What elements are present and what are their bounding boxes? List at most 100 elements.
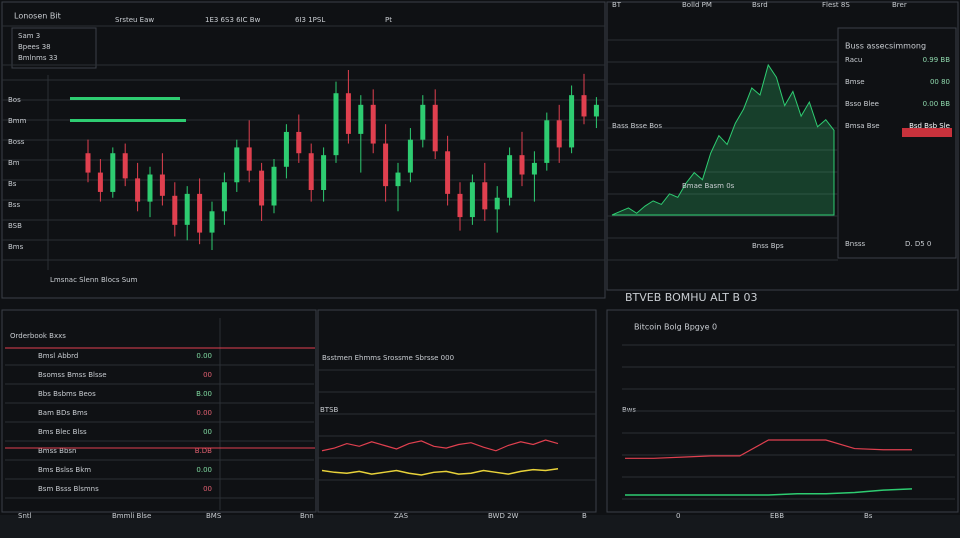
candle-body [507,155,513,198]
candle-body [358,104,364,134]
candle-body [110,153,116,192]
candle-body [457,193,463,218]
axis-label: BSB [8,222,22,230]
candle-body [469,182,475,218]
axis-label: Bmm [8,117,27,125]
order-title: Orderbook Bxxs [10,332,66,340]
depth-label: Bnss Bps [752,242,784,250]
candle-body [122,153,128,179]
side-title: Buss assecsimmong [845,42,926,51]
price-line [321,439,559,452]
candle-body [556,120,562,148]
order-panel [1,309,317,513]
level-bar [70,119,186,122]
tab: BT [612,1,622,9]
depth-label: Bass Bsse Bos [612,122,662,130]
candle-body [184,193,190,225]
order-value: B.00 [196,390,212,398]
axis-label: Bs [8,180,17,188]
price-label: BTSB [320,406,339,414]
candle-body [420,104,426,140]
tab[interactable]: 6I3 1PSL [295,16,325,24]
candle-body [85,153,91,173]
order-value: 00 [203,428,212,436]
status-item: BWD 2W [488,512,519,520]
candle-body [172,195,178,225]
order-name: Bms Blec Blss [38,428,87,436]
tab: Brer [892,1,907,9]
info-row: Bpees 38 [18,43,51,51]
candle-body [395,172,401,187]
status-item: BMS [206,512,222,520]
tab: Flest 8S [822,1,850,9]
sell-button[interactable] [902,128,952,137]
tab: Bolld PM [682,1,712,9]
candle-body [519,155,525,175]
candle-body [271,166,277,206]
order-name: Bsomss Bmss Blsse [38,371,107,379]
candle-body [159,174,165,196]
tab[interactable]: Srsteu Eaw [115,16,154,24]
axis-label: Bos [8,96,21,104]
order-name: Bms Bslss Bkm [38,466,91,474]
candle-body [333,93,339,156]
order-name: Bam BDs Bms [38,409,88,417]
candle-body [581,95,587,117]
candle-body [283,131,289,167]
candle-body [147,174,153,202]
side-value: 00 80 [930,78,950,86]
tab[interactable]: 1E3 6S3 6IC Bw [205,16,261,24]
side-footer: Bnsss [845,240,866,248]
depth-caption: BTVEB BOMHU ALT B 03 [625,291,758,304]
tab: Bsrd [752,1,768,9]
depth-label: Bmae Basm 0s [682,182,735,190]
order-name: Bsm Bsss Blsmns [38,485,99,493]
tab[interactable]: Pt [385,16,392,24]
main-footer: Lmsnac Slenn Blocs Sum [50,276,138,284]
main-panel [1,1,606,299]
candle-body [482,182,488,210]
status-item: Bmmli Blse [112,512,151,520]
order-value: 0.00 [196,409,212,417]
candle-body [321,155,327,190]
candle-body [221,182,227,212]
candle-body [370,104,376,144]
side-label: Racu [845,56,862,64]
candle-body [209,211,215,233]
side-panel [837,27,957,259]
order-value: B.DB [195,447,212,455]
info-row: Sam 3 [18,32,40,40]
status-item: Bs [864,512,873,520]
depth-area [611,63,835,216]
axis-label: Bms [8,243,24,251]
status-item: 0 [676,512,680,520]
side-label: Bmsa Bse [845,122,880,130]
side-value: 0.00 BB [923,100,951,108]
price-line [321,467,559,476]
side-label: Bsso Blee [845,100,879,108]
status-item: EBB [770,512,784,520]
status-item: Sntl [18,512,32,520]
candle-body [308,153,314,190]
order-name: Bmss Bbsn [38,447,76,455]
side-footer: D. D5 0 [905,240,931,248]
axis-label: Bss [8,201,20,209]
axis-label: Boss [8,138,25,146]
candle-body [383,143,389,187]
axis-label: Bm [8,159,20,167]
status-item: ZAS [394,512,409,520]
price-title: Bsstmen Ehmms Srossme Sbrsse 000 [322,354,454,362]
info-box [11,27,97,69]
candle-body [345,93,351,134]
status-item: Bnn [300,512,314,520]
candle-body [135,178,141,202]
candle-body [259,170,265,206]
side-value: Bsd Bsb Sle [909,122,950,130]
side-value: 0.99 BB [923,56,951,64]
candle-body [531,162,537,175]
candle-body [593,104,599,117]
depth-panel [606,1,959,291]
candle-body [246,147,252,171]
